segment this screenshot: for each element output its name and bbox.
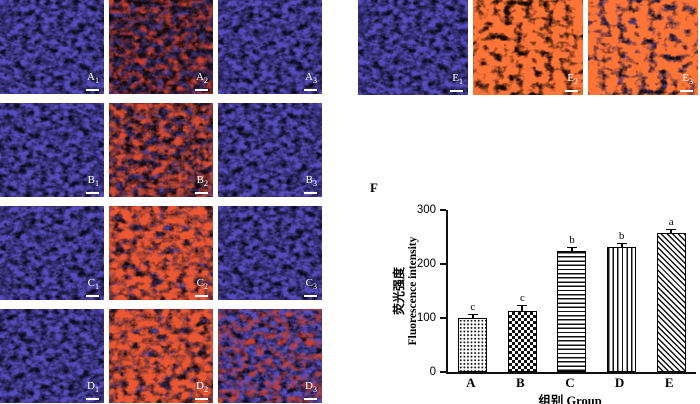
panel-label-B2: B2 bbox=[196, 173, 208, 188]
scale-bar bbox=[304, 398, 317, 400]
panel-label-D3: D3 bbox=[305, 379, 317, 394]
scale-bar bbox=[195, 89, 208, 91]
micrograph-A3: A3 bbox=[218, 0, 322, 94]
panel-label-C3: C3 bbox=[305, 276, 317, 291]
y-axis-title: 荧光强度 Fluorescence intensity bbox=[392, 206, 423, 376]
significance-label-E: a bbox=[668, 216, 674, 229]
bar-group-B: c bbox=[498, 210, 548, 372]
x-tick-labels: A B C D E bbox=[446, 376, 694, 389]
bar-group-A: c bbox=[448, 210, 498, 372]
bar-E bbox=[656, 233, 686, 372]
panel-label-E2: E2 bbox=[567, 71, 578, 86]
scale-bar bbox=[680, 90, 693, 92]
bar-chart: F 荧光强度 Fluorescence intensity 0 100 200 300… bbox=[370, 180, 700, 404]
micrograph-E3: E3 bbox=[588, 0, 698, 95]
significance-label-B: c bbox=[519, 291, 525, 304]
y-axis-title-cn: 荧光强度 bbox=[392, 267, 406, 316]
panel-label-E3: E3 bbox=[682, 71, 693, 86]
scale-bar bbox=[450, 90, 463, 92]
scale-bar bbox=[86, 89, 99, 91]
panel-grid: A1 A2 A3 B1 B2 B3 C1 C2 C3 D1 D2 D3 bbox=[0, 0, 322, 404]
bar-D bbox=[607, 246, 637, 372]
scale-bar bbox=[304, 192, 317, 194]
scale-bar bbox=[86, 398, 99, 400]
error-bar-B bbox=[517, 304, 528, 311]
micrograph-D3: D3 bbox=[218, 309, 322, 403]
significance-label-D: b bbox=[618, 229, 625, 242]
scale-bar bbox=[304, 89, 317, 91]
micrograph-B2: B2 bbox=[109, 103, 213, 197]
error-bar-A bbox=[467, 314, 478, 318]
bar-C bbox=[557, 251, 587, 372]
y-tick-mark bbox=[440, 371, 446, 373]
y-axis-title-en: Fluorescence intensity bbox=[406, 236, 419, 346]
scale-bar bbox=[195, 295, 208, 297]
panel-label-D2: D2 bbox=[196, 379, 208, 394]
micrograph-A1: A1 bbox=[0, 0, 104, 94]
bar-group-C: b bbox=[547, 210, 597, 372]
panel-label-E1: E1 bbox=[452, 71, 463, 86]
x-tick-label-C: C bbox=[565, 375, 575, 390]
x-axis-title: 组别 Group bbox=[538, 394, 602, 404]
panel-row-e: E1 E2 E3 bbox=[358, 0, 698, 95]
micrograph-E1: E1 bbox=[358, 0, 468, 95]
micrograph-B3: B3 bbox=[218, 103, 322, 197]
y-tick-label: 0 bbox=[429, 365, 436, 378]
significance-label-A: c bbox=[470, 301, 476, 313]
chart-panel-label: F bbox=[370, 180, 378, 195]
micrograph-A2: A2 bbox=[109, 0, 213, 94]
x-tick-label-E: E bbox=[664, 375, 674, 390]
panel-label-A1: A1 bbox=[87, 70, 99, 85]
micrograph-B1: B1 bbox=[0, 103, 104, 197]
bar-B bbox=[507, 310, 537, 372]
micrograph-D1: D1 bbox=[0, 309, 104, 403]
panel-label-B1: B1 bbox=[87, 173, 99, 188]
y-tick-label: 100 bbox=[416, 311, 436, 324]
bar-A bbox=[458, 318, 488, 372]
scale-bar bbox=[565, 90, 578, 92]
bar-group-E: a bbox=[646, 210, 696, 372]
y-tick-mark bbox=[440, 317, 446, 319]
micrograph-C1: C1 bbox=[0, 206, 104, 300]
scale-bar bbox=[304, 295, 317, 297]
panel-label-D1: D1 bbox=[87, 379, 99, 394]
y-tick-mark bbox=[440, 263, 446, 265]
x-tick-label-A: A bbox=[466, 375, 476, 390]
panel-label-B3: B3 bbox=[305, 173, 317, 188]
scale-bar bbox=[195, 398, 208, 400]
scale-bar bbox=[86, 192, 99, 194]
y-tick-label: 300 bbox=[416, 203, 436, 216]
error-bar-D bbox=[616, 242, 627, 247]
y-tick-label: 200 bbox=[416, 257, 436, 270]
error-bar-C bbox=[566, 246, 577, 252]
micrograph-E2: E2 bbox=[473, 0, 583, 95]
scale-bar bbox=[86, 295, 99, 297]
panel-label-C1: C1 bbox=[87, 276, 99, 291]
scale-bar bbox=[195, 192, 208, 194]
micrograph-C2: C2 bbox=[109, 206, 213, 300]
y-tick-mark bbox=[440, 209, 446, 211]
micrograph-C3: C3 bbox=[218, 206, 322, 300]
error-bar-E bbox=[666, 229, 677, 234]
micrograph-D2: D2 bbox=[109, 309, 213, 403]
x-tick-label-D: D bbox=[614, 375, 625, 390]
panel-label-A3: A3 bbox=[305, 70, 317, 85]
panel-label-C2: C2 bbox=[196, 276, 208, 291]
bar-group-D: b bbox=[597, 210, 647, 372]
chart-plot: 0 100 200 300 c c b b a bbox=[417, 204, 696, 377]
significance-label-C: b bbox=[569, 233, 575, 246]
x-tick-label-B: B bbox=[516, 375, 525, 390]
panel-label-A2: A2 bbox=[196, 70, 208, 85]
